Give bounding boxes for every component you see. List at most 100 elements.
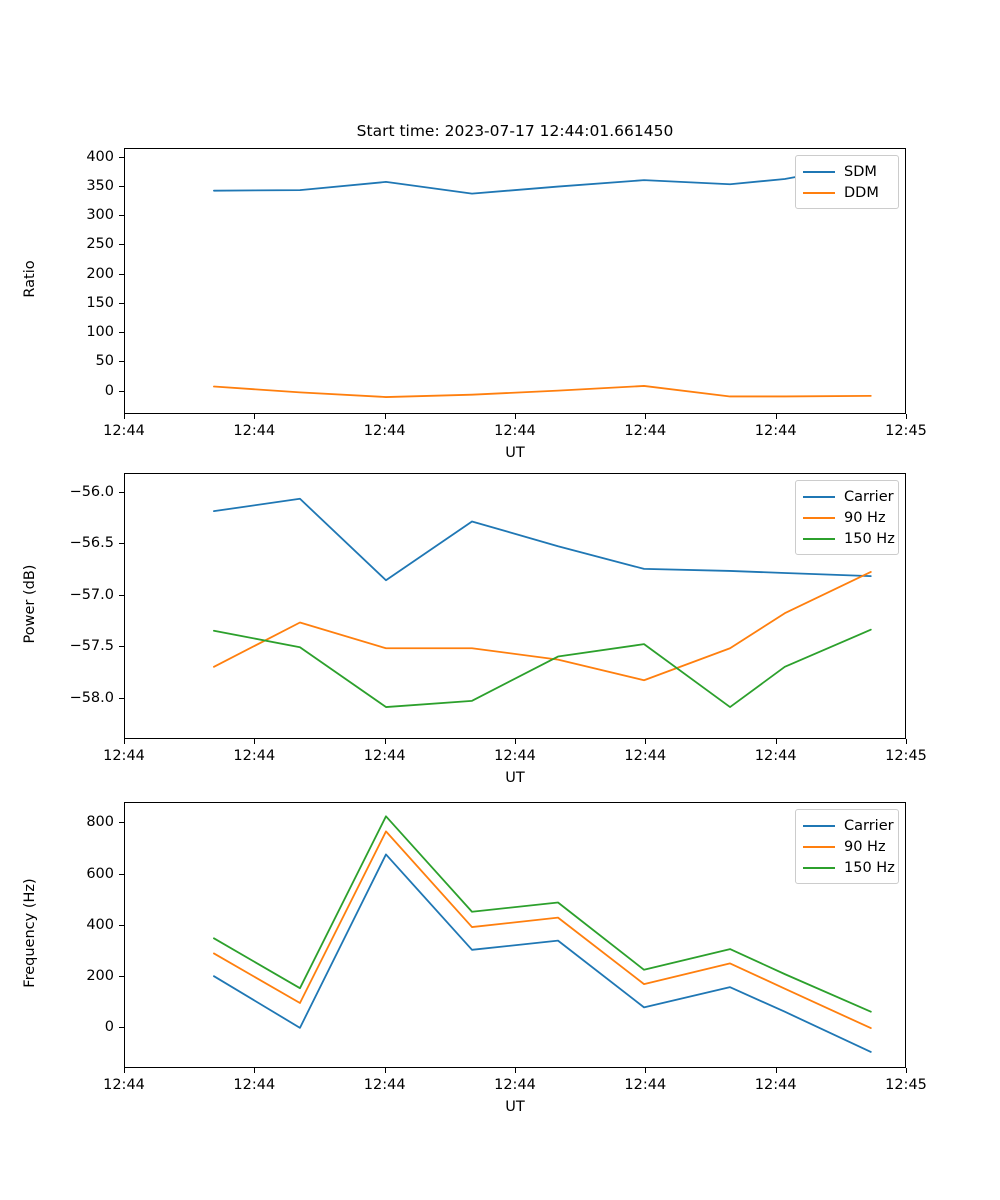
- x-tick-mark: [124, 1068, 125, 1073]
- x-tick-label: 12:44: [233, 423, 276, 439]
- legend-line-swatch-icon: [803, 170, 835, 173]
- axes-frame-1: [124, 148, 906, 414]
- y-tick-mark: [119, 697, 124, 699]
- x-tick-label: 12:45: [885, 1077, 927, 1093]
- y-tick-mark: [119, 244, 124, 246]
- x-tick-label: 12:44: [754, 748, 797, 764]
- legend-line-swatch-icon: [803, 191, 835, 194]
- legend-item-ddm[interactable]: DDM: [803, 182, 891, 203]
- y-tick-label: −56.0: [69, 483, 114, 500]
- legend-label: Carrier: [844, 817, 894, 834]
- legend-label: 150 Hz: [844, 530, 895, 547]
- legend-item-sdm[interactable]: SDM: [803, 161, 891, 182]
- x-tick-mark: [124, 739, 125, 744]
- y-tick-mark: [119, 361, 124, 363]
- x-tick-label: 12:44: [624, 423, 667, 439]
- x-tick-label: 12:44: [494, 1077, 536, 1093]
- series-line-90-hz: [213, 571, 872, 682]
- series-line-150-hz: [213, 628, 872, 708]
- y-tick-mark: [119, 273, 124, 275]
- series-line-150-hz: [213, 815, 872, 1013]
- x-tick-label: 12:44: [103, 423, 145, 439]
- y-tick-label: 100: [86, 324, 114, 341]
- x-tick-mark: [645, 739, 647, 744]
- y-tick-mark: [119, 646, 124, 648]
- x-tick-label: 12:44: [624, 1077, 667, 1093]
- y-tick-mark: [119, 491, 124, 493]
- y-tick-label: 600: [86, 865, 114, 882]
- x-tick-mark: [906, 1068, 907, 1073]
- x-tick-mark: [775, 1068, 777, 1073]
- x-tick-label: 12:44: [363, 423, 406, 439]
- figure-title: Start time: 2023-07-17 12:44:01.661450: [356, 122, 674, 140]
- y-tick-label: 400: [86, 148, 114, 165]
- legend-item-90-hz[interactable]: 90 Hz: [803, 836, 891, 857]
- x-axis-label-3: UT: [505, 1099, 525, 1115]
- y-tick-label: 50: [95, 353, 114, 370]
- y-tick-mark: [119, 873, 124, 875]
- series-line-carrier: [213, 853, 872, 1053]
- y-tick-label: 150: [86, 294, 114, 311]
- legend-label: 90 Hz: [844, 509, 886, 526]
- x-tick-mark: [775, 414, 777, 419]
- x-tick-label: 12:44: [233, 1077, 276, 1093]
- series-line-carrier: [213, 497, 872, 582]
- x-tick-label: 12:44: [624, 748, 667, 764]
- x-tick-mark: [906, 739, 907, 744]
- legend-1: SDM DDM: [795, 155, 899, 209]
- x-tick-label: 12:44: [363, 1077, 406, 1093]
- legend-line-swatch-icon: [803, 866, 835, 869]
- y-tick-mark: [119, 924, 124, 926]
- legend-line-swatch-icon: [803, 824, 835, 827]
- x-tick-mark: [384, 414, 386, 419]
- legend-line-swatch-icon: [803, 516, 835, 519]
- y-tick-label: −58.0: [69, 689, 114, 706]
- y-tick-mark: [119, 1027, 124, 1029]
- x-tick-mark: [254, 414, 256, 419]
- legend-label: SDM: [844, 163, 877, 180]
- legend-item-90-hz[interactable]: 90 Hz: [803, 507, 891, 528]
- x-tick-mark: [645, 414, 647, 419]
- y-tick-label: −56.5: [69, 535, 114, 552]
- x-tick-label: 12:44: [103, 1077, 145, 1093]
- x-tick-mark: [515, 1068, 516, 1073]
- series-line-ddm: [213, 385, 872, 398]
- legend-item-carrier[interactable]: Carrier: [803, 486, 894, 507]
- legend-item-150-hz[interactable]: 150 Hz: [803, 528, 895, 549]
- y-tick-mark: [119, 215, 124, 217]
- y-tick-label: 250: [86, 236, 114, 253]
- y-tick-mark: [119, 186, 124, 187]
- legend-line-swatch-icon: [803, 845, 835, 848]
- x-tick-mark: [775, 739, 777, 744]
- y-tick-label: 200: [86, 967, 114, 984]
- y-tick-label: −57.0: [69, 586, 114, 603]
- legend-item-150-hz[interactable]: 150 Hz: [803, 857, 895, 878]
- y-tick-label: 800: [86, 814, 114, 831]
- y-tick-mark: [119, 390, 124, 392]
- x-axis-label-2: UT: [505, 770, 525, 786]
- legend-label: DDM: [844, 184, 879, 201]
- x-tick-mark: [515, 414, 516, 419]
- x-tick-label: 12:44: [494, 423, 536, 439]
- x-tick-label: 12:45: [885, 748, 927, 764]
- legend-3: Carrier 90 Hz 150 Hz: [795, 809, 899, 884]
- x-tick-label: 12:44: [494, 748, 536, 764]
- y-tick-mark: [119, 594, 124, 596]
- x-tick-label: 12:44: [103, 748, 145, 764]
- y-tick-mark: [119, 975, 124, 977]
- x-axis-label-1: UT: [505, 445, 525, 461]
- x-tick-mark: [384, 1068, 386, 1073]
- y-tick-mark: [119, 332, 124, 334]
- y-tick-label: 300: [86, 207, 114, 224]
- legend-item-carrier[interactable]: Carrier: [803, 815, 894, 836]
- x-tick-label: 12:44: [754, 1077, 797, 1093]
- y-tick-mark: [119, 302, 124, 304]
- x-tick-mark: [906, 414, 907, 419]
- legend-label: 150 Hz: [844, 859, 895, 876]
